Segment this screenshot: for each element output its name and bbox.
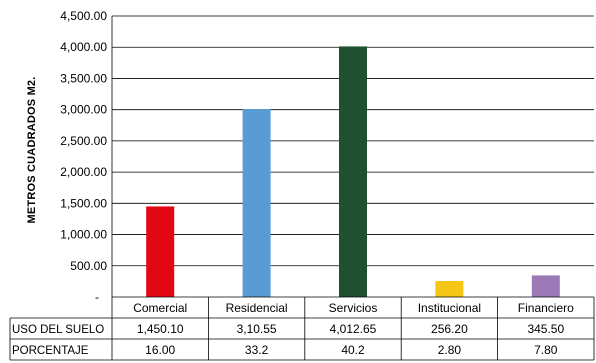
y-tick-label: 2,000.00 xyxy=(60,165,107,179)
y-tick-label: 4,500.00 xyxy=(60,9,107,23)
y-axis-ticks: - 500.00 1,000.00 1,500.00 2,000.00 2,500.00 3… xyxy=(60,9,107,304)
x-tick-label: Residencial xyxy=(226,301,288,315)
table-row-label: USO DEL SUELO xyxy=(12,324,104,336)
table-cell: 33.2 xyxy=(245,343,269,357)
y-tick-label: - xyxy=(95,290,99,304)
x-tick-label: Comercial xyxy=(133,301,187,315)
y-tick-label: 1,000.00 xyxy=(60,228,107,242)
table-cell: 40.2 xyxy=(341,343,365,357)
y-tick-label: 4,000.00 xyxy=(60,40,107,54)
bar-residencial xyxy=(242,109,271,298)
y-tick-label: 3,000.00 xyxy=(60,103,107,117)
bar-comercial xyxy=(146,206,175,297)
x-tick-label: Servicios xyxy=(329,301,378,315)
y-tick-label: 2,500.00 xyxy=(60,134,107,148)
bar-institucional xyxy=(435,281,464,297)
y-tick-label: 1,500.00 xyxy=(60,196,107,210)
x-tick-label: Financiero xyxy=(518,301,574,315)
table-cell: 256.20 xyxy=(431,322,468,336)
bars xyxy=(146,46,560,298)
table-cell: 4,012.65 xyxy=(330,322,377,336)
y-tick-label: 500.00 xyxy=(70,259,107,273)
table-row-label: PORCENTAJE xyxy=(12,345,89,357)
data-table: Comercial Residencial Servicios Institucion… xyxy=(9,296,595,361)
bar-financiero xyxy=(531,275,560,297)
x-tick-label: Institucional xyxy=(418,301,481,315)
table-cell: 345.50 xyxy=(527,322,564,336)
table-cell: 2.80 xyxy=(438,343,462,357)
y-tick-label: 3,500.00 xyxy=(60,71,107,85)
table-cell: 16.00 xyxy=(145,343,175,357)
bar-servicios xyxy=(339,46,367,298)
table-cell: 7.80 xyxy=(534,343,558,357)
y-axis-label: METROS CUADRADOS M2. xyxy=(26,76,38,223)
table-cell: 3,10.55 xyxy=(237,322,277,336)
table-cell: 1,450.10 xyxy=(137,322,184,336)
